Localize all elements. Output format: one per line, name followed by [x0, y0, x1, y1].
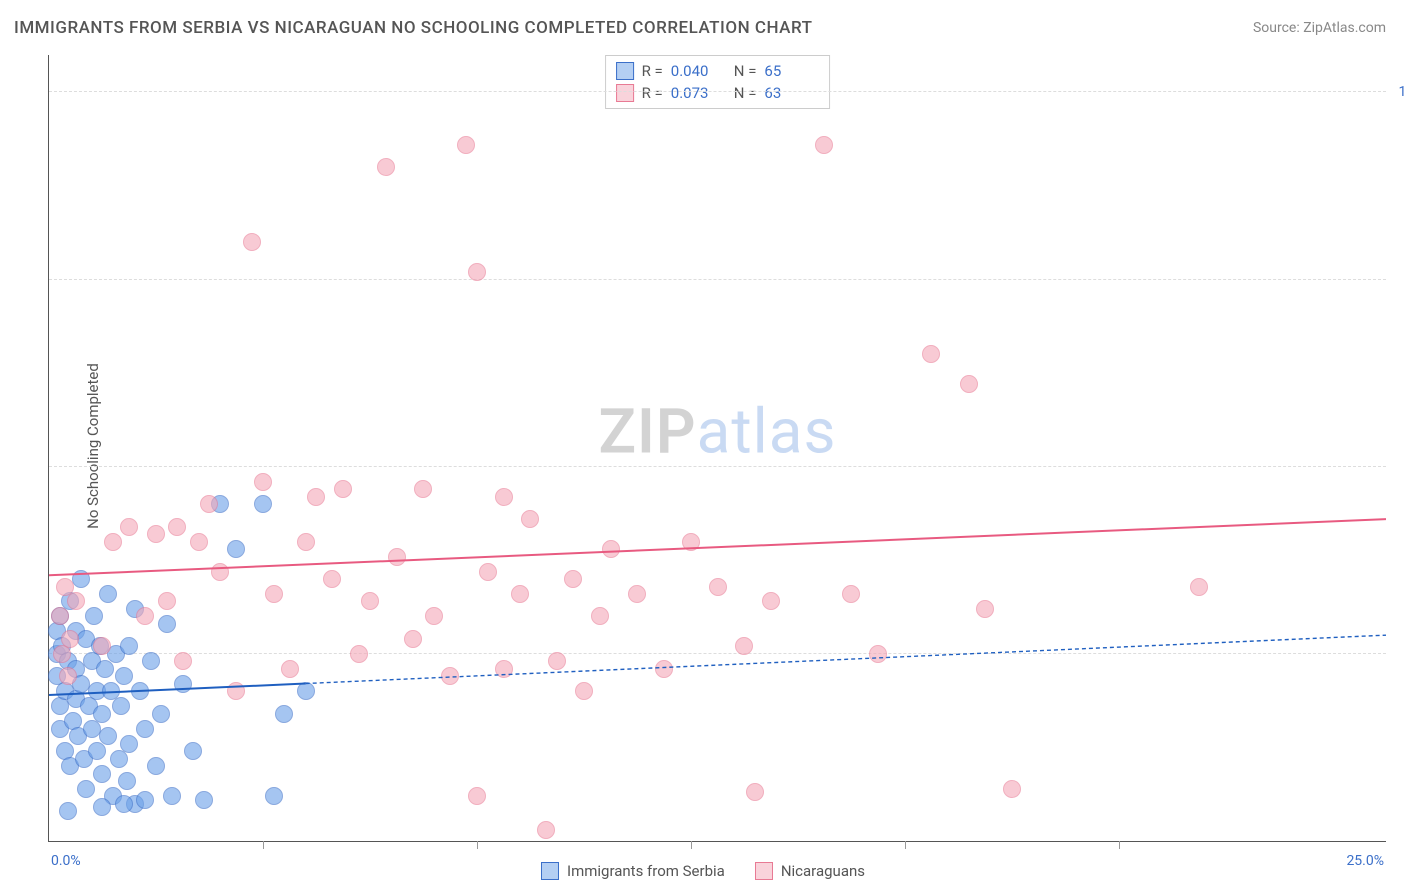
x-minor-tick	[477, 841, 478, 849]
y-tick-label: 10.0%	[1388, 84, 1406, 100]
y-tick-label: 5.0%	[1388, 459, 1406, 475]
x-minor-tick	[905, 841, 906, 849]
legend-label-serbia: Immigrants from Serbia	[567, 862, 725, 880]
bottom-legend: Immigrants from Serbia Nicaraguans	[541, 862, 865, 880]
y-tick-label: 7.5%	[1388, 272, 1406, 288]
plot-area: ZIPatlas R = 0.040 N = 65 R = 0.073 N = …	[48, 55, 1386, 842]
trend-overlay	[49, 55, 1386, 841]
x-minor-tick	[691, 841, 692, 849]
x-minor-tick	[1119, 841, 1120, 849]
chart-title: IMMIGRANTS FROM SERBIA VS NICARAGUAN NO …	[14, 18, 812, 38]
x-tick-label: 0.0%	[51, 853, 81, 869]
x-tick-label: 25.0%	[1346, 853, 1384, 869]
legend-item-nicaraguans: Nicaraguans	[755, 862, 865, 880]
chart-container: IMMIGRANTS FROM SERBIA VS NICARAGUAN NO …	[0, 0, 1406, 892]
legend-label-nicaraguans: Nicaraguans	[781, 862, 865, 880]
x-minor-tick	[263, 841, 264, 849]
y-tick-label: 2.5%	[1388, 646, 1406, 662]
swatch-nicaraguans	[755, 862, 773, 880]
legend-item-serbia: Immigrants from Serbia	[541, 862, 725, 880]
source-attribution: Source: ZipAtlas.com	[1253, 20, 1386, 36]
swatch-serbia	[541, 862, 559, 880]
